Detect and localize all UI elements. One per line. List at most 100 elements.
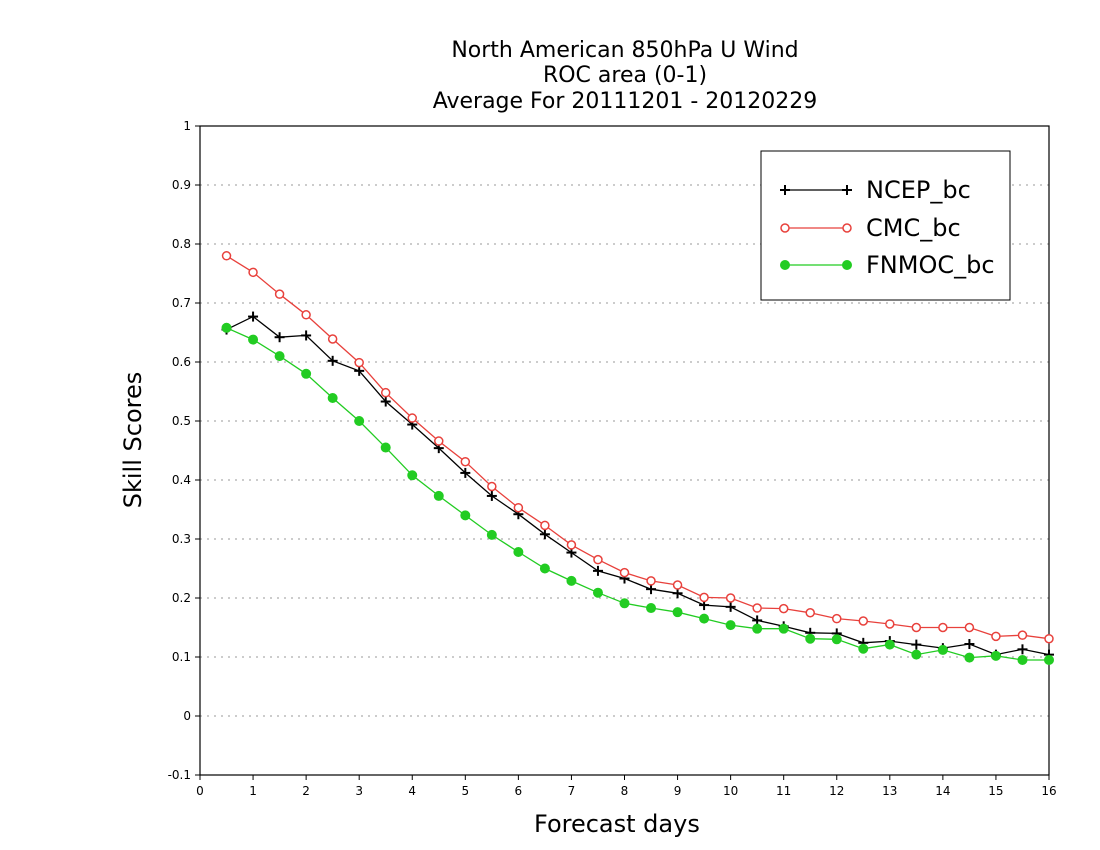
data-point [885, 619, 895, 629]
series-line [226, 327, 1049, 661]
x-tick-label: 5 [461, 784, 469, 798]
x-tick-label: 11 [776, 784, 791, 798]
data-point [672, 588, 683, 599]
data-point [354, 365, 365, 376]
data-point [460, 456, 471, 467]
data-point [619, 598, 630, 609]
data-point [752, 603, 762, 613]
data-point [1044, 654, 1054, 665]
data-point [354, 416, 365, 426]
data-point [991, 631, 1001, 642]
legend-label: FNMOC_bc [866, 251, 995, 279]
data-point [460, 467, 471, 478]
data-point [938, 622, 948, 633]
data-point [964, 652, 975, 663]
y-tick-label: 0 [183, 709, 191, 723]
data-point [327, 392, 338, 403]
data-point [699, 613, 710, 624]
data-point [540, 520, 550, 531]
x-tick-label: 4 [408, 784, 416, 798]
y-tick-label: 0.5 [172, 414, 191, 428]
data-point [301, 368, 312, 379]
data-point [592, 565, 603, 576]
data-point [460, 510, 471, 521]
data-point [990, 650, 1001, 661]
legend-label: NCEP_bc [866, 176, 971, 204]
data-point [805, 608, 815, 618]
data-point [780, 223, 790, 233]
data-point [487, 481, 497, 492]
data-point [699, 592, 709, 603]
chart-subtitle-2: Average For 20111201 - 20120229 [432, 89, 818, 114]
data-point [832, 613, 842, 624]
legend-label: CMC_bc [866, 214, 961, 242]
data-point [486, 490, 497, 501]
x-tick-label: 7 [568, 784, 576, 798]
data-point [752, 623, 763, 634]
x-tick-label: 10 [723, 784, 738, 798]
chart-title: North American 850hPa U Wind [451, 38, 799, 63]
data-point [725, 593, 736, 603]
series-line [226, 315, 1050, 656]
data-point [805, 633, 816, 644]
data-point [780, 260, 790, 270]
y-tick-label: 0.1 [172, 650, 191, 664]
data-point [911, 639, 922, 650]
y-tick-label: 0.9 [172, 178, 191, 192]
data-point [433, 490, 444, 501]
data-point [842, 223, 852, 233]
x-tick-label: 0 [196, 784, 204, 798]
x-tick-label: 13 [882, 784, 897, 798]
data-point [646, 576, 656, 586]
data-point [778, 623, 789, 634]
data-point [911, 649, 922, 660]
data-point [221, 251, 232, 261]
data-point [911, 622, 922, 633]
data-point [619, 567, 630, 578]
y-tick-label: 0.6 [172, 355, 191, 369]
x-tick-label: 2 [302, 784, 310, 798]
x-tick-label: 12 [829, 784, 844, 798]
data-point [964, 622, 975, 633]
legend: NCEP_bc CMC_bc FNMOC_bc [760, 150, 1011, 301]
data-point [672, 580, 683, 590]
series-fnmoc-bc [221, 322, 1054, 665]
data-point [1044, 633, 1054, 644]
data-point [831, 634, 842, 645]
data-point [646, 584, 657, 595]
data-point [274, 289, 285, 299]
legend-item: NCEP_bc [780, 176, 971, 204]
y-tick-label: 0.8 [172, 237, 191, 251]
data-point [248, 334, 259, 345]
data-point [301, 330, 312, 341]
data-point [725, 601, 736, 612]
data-point [539, 529, 550, 540]
x-tick-label: 16 [1041, 784, 1056, 798]
series-line [226, 255, 1050, 640]
data-point [513, 502, 524, 513]
data-point [354, 357, 364, 368]
data-point [1017, 644, 1028, 655]
data-point [725, 620, 736, 631]
data-point [566, 540, 577, 550]
x-axis-title: Forecast days [534, 810, 700, 838]
x-tick-label: 1 [249, 784, 257, 798]
data-point [780, 185, 790, 195]
series-cmc-bc [221, 251, 1054, 644]
x-tick-label: 15 [988, 784, 1003, 798]
data-point [884, 639, 895, 650]
data-point [380, 442, 391, 453]
data-point [858, 616, 869, 626]
legend-box [760, 150, 1011, 301]
y-tick-label: 1 [183, 119, 191, 133]
legend-item: FNMOC_bc [780, 251, 995, 279]
data-point [380, 387, 391, 398]
data-point [274, 332, 285, 343]
y-axis-title: Skill Scores [119, 371, 147, 509]
x-tick-label: 3 [355, 784, 363, 798]
y-tick-label: 0.7 [172, 296, 191, 310]
data-point [592, 587, 603, 598]
series-group [221, 251, 1054, 665]
data-point [964, 639, 975, 650]
data-point [327, 355, 338, 366]
